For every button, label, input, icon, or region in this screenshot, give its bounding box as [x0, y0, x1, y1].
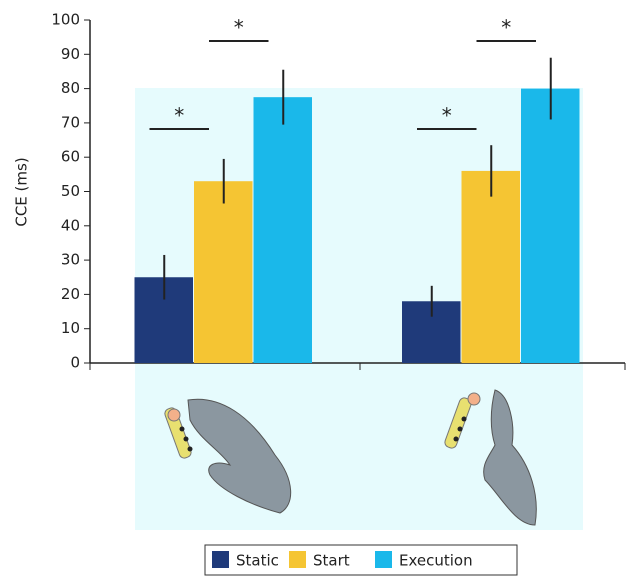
y-tick-label: 10 — [61, 319, 80, 337]
y-tick-label: 70 — [61, 113, 80, 131]
y-tick-label: 40 — [61, 216, 80, 234]
significance-label: * — [234, 16, 244, 40]
bar — [521, 88, 580, 363]
significance-label: * — [174, 104, 184, 128]
y-tick-label: 60 — [61, 148, 80, 166]
significance-label: * — [442, 104, 452, 128]
y-tick-label: 20 — [61, 285, 80, 303]
hand-illustration — [164, 389, 537, 526]
legend-swatch — [289, 551, 306, 568]
legend-label: Static — [236, 552, 279, 570]
y-tick-label: 80 — [61, 79, 80, 97]
bar — [194, 181, 253, 363]
y-tick-label: 30 — [61, 251, 80, 269]
legend-label: Execution — [399, 552, 473, 570]
legend-swatch — [375, 551, 392, 568]
legend — [204, 544, 518, 576]
y-tick-label: 0 — [70, 354, 80, 372]
bar — [461, 170, 520, 363]
y-tick-label: 50 — [61, 182, 80, 200]
y-tick-label: 100 — [51, 11, 80, 29]
significance-label: * — [501, 16, 511, 40]
y-tick-label: 90 — [61, 45, 80, 63]
bar — [253, 97, 312, 364]
legend-label: Start — [313, 552, 350, 570]
y-axis-label: CCE (ms) — [13, 157, 31, 226]
legend-swatch — [212, 551, 229, 568]
